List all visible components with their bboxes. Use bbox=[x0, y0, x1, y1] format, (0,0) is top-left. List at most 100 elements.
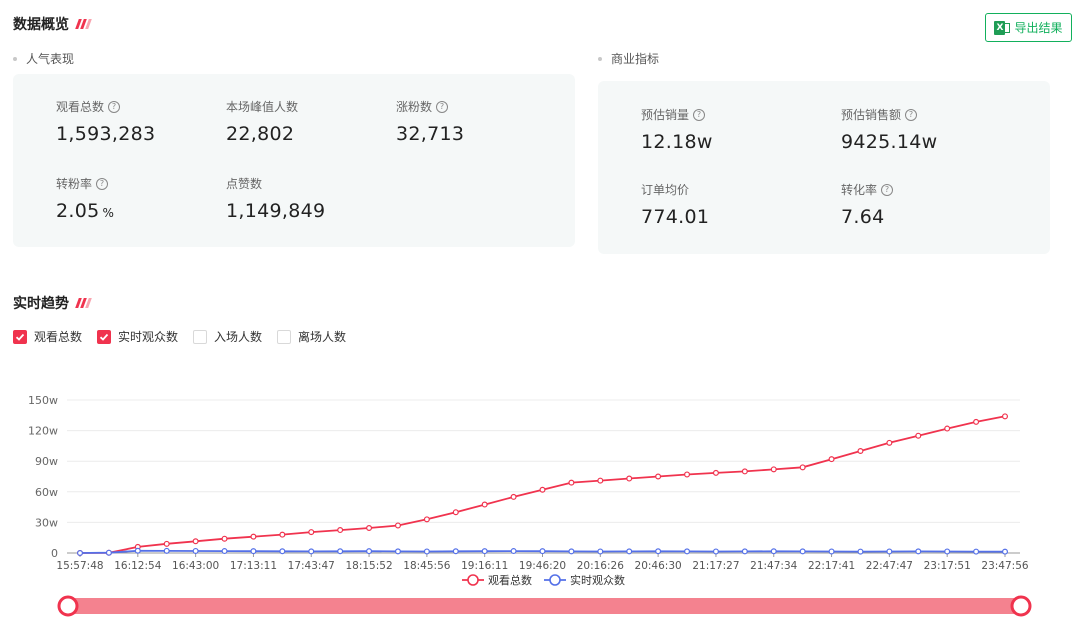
metric-unit: % bbox=[102, 206, 115, 220]
data-point bbox=[770, 466, 777, 473]
x-tick-label: 23:47:56 bbox=[981, 560, 1028, 572]
overview-title-text: 数据概览 bbox=[13, 17, 69, 33]
data-point bbox=[655, 548, 662, 555]
data-point bbox=[568, 548, 575, 555]
data-point bbox=[76, 550, 83, 557]
data-point bbox=[1001, 548, 1008, 555]
metric-value: 7.64 bbox=[841, 206, 885, 228]
data-point bbox=[741, 548, 748, 555]
help-icon[interactable]: ? bbox=[881, 183, 894, 196]
x-tick-label: 21:47:34 bbox=[750, 560, 797, 572]
data-point bbox=[105, 549, 112, 556]
popularity-panel: 观看总数? 1,593,283 本场峰值人数 22,802 涨粉数? 32,71… bbox=[13, 74, 575, 247]
data-point bbox=[510, 493, 517, 500]
trend-chart: 0 30w 60w 90w 120w 150w 15:57:48 16:12:54 16:43:… bbox=[28, 394, 1032, 617]
help-icon[interactable]: ? bbox=[436, 100, 449, 113]
y-tick-label: 150w bbox=[28, 394, 58, 407]
data-point bbox=[337, 527, 344, 534]
data-point bbox=[684, 471, 691, 478]
metric-label: 观看总数 bbox=[56, 100, 105, 114]
checkbox-unchecked-icon[interactable] bbox=[193, 329, 208, 344]
toggle-exits[interactable]: 离场人数 bbox=[277, 328, 346, 345]
data-point bbox=[857, 447, 864, 454]
help-icon[interactable]: ? bbox=[108, 100, 121, 113]
x-tick-label: 19:46:20 bbox=[519, 560, 566, 572]
title-decoration-icon bbox=[75, 19, 92, 29]
metric-value: 2.05 bbox=[56, 200, 100, 222]
zoom-handle-end[interactable] bbox=[1010, 595, 1032, 617]
data-point bbox=[944, 548, 951, 555]
data-point bbox=[973, 548, 980, 555]
y-tick-label: 120w bbox=[28, 425, 58, 438]
title-decoration-icon bbox=[75, 298, 92, 308]
x-tick-label: 18:45:56 bbox=[403, 560, 450, 572]
x-tick-label: 23:17:51 bbox=[924, 560, 971, 572]
popularity-subtitle-text: 人气表现 bbox=[26, 52, 75, 66]
x-tick-label: 22:47:47 bbox=[866, 560, 913, 572]
metric-value: 774.01 bbox=[641, 206, 710, 228]
help-icon[interactable]: ? bbox=[96, 177, 109, 190]
data-point bbox=[481, 548, 488, 555]
popularity-subtitle: 人气表现 bbox=[13, 50, 74, 67]
business-panel: 预估销量? 12.18w 预估销售额? 9425.14w 订单均价 774.01… bbox=[598, 81, 1050, 254]
data-point bbox=[915, 548, 922, 555]
data-point bbox=[308, 548, 315, 555]
data-point bbox=[828, 548, 835, 555]
metric-value: 1,149,849 bbox=[226, 200, 326, 222]
export-button-label: 导出结果 bbox=[1014, 21, 1063, 35]
zoom-handle-start[interactable] bbox=[57, 595, 79, 617]
data-point bbox=[799, 548, 806, 555]
data-point bbox=[250, 548, 257, 555]
export-button[interactable]: X 导出结果 bbox=[985, 13, 1072, 42]
data-point bbox=[539, 548, 546, 555]
metric-est-sales: 预估销量? 12.18w bbox=[641, 106, 713, 153]
series-line bbox=[79, 415, 1006, 554]
x-tick-label: 18:15:52 bbox=[345, 560, 392, 572]
overview-title: 数据概览 bbox=[13, 14, 92, 34]
metric-total-views: 观看总数? 1,593,283 bbox=[56, 98, 155, 145]
help-icon[interactable]: ? bbox=[693, 108, 706, 121]
y-tick-label: 60w bbox=[35, 486, 58, 499]
metric-value: 9425.14w bbox=[841, 131, 938, 153]
data-point bbox=[192, 547, 199, 554]
data-point bbox=[423, 516, 430, 523]
x-tick-label: 16:43:00 bbox=[172, 560, 219, 572]
business-subtitle: 商业指标 bbox=[598, 50, 659, 67]
data-point bbox=[770, 548, 777, 555]
x-tick-label: 20:16:26 bbox=[577, 560, 624, 572]
checkbox-checked-icon[interactable] bbox=[97, 329, 112, 344]
series-toggles: 观看总数 实时观众数 入场人数 离场人数 bbox=[13, 328, 361, 345]
data-point bbox=[886, 439, 893, 446]
data-point bbox=[279, 548, 286, 555]
metric-value: 1,593,283 bbox=[56, 123, 156, 145]
checkbox-unchecked-icon[interactable] bbox=[277, 329, 292, 344]
legend-marker-icon bbox=[467, 574, 479, 586]
toggle-total-views[interactable]: 观看总数 bbox=[13, 328, 82, 345]
business-subtitle-text: 商业指标 bbox=[611, 52, 660, 66]
x-tick-label: 20:46:30 bbox=[635, 560, 682, 572]
toggle-label: 离场人数 bbox=[298, 330, 347, 344]
legend-label: 观看总数 bbox=[488, 573, 532, 587]
help-icon[interactable]: ? bbox=[905, 108, 918, 121]
data-point bbox=[799, 464, 806, 471]
data-point bbox=[481, 501, 488, 508]
metric-label: 点赞数 bbox=[226, 177, 263, 191]
toggle-entries[interactable]: 入场人数 bbox=[193, 328, 262, 345]
data-point bbox=[626, 548, 633, 555]
data-point bbox=[510, 548, 517, 555]
data-point bbox=[279, 531, 286, 538]
data-point bbox=[308, 529, 315, 536]
toggle-live-viewers[interactable]: 实时观众数 bbox=[97, 328, 178, 345]
toggle-label: 观看总数 bbox=[34, 330, 83, 344]
checkbox-checked-icon[interactable] bbox=[13, 329, 27, 344]
legend-marker-icon bbox=[549, 574, 561, 586]
data-point bbox=[221, 548, 228, 555]
data-point bbox=[828, 456, 835, 463]
data-point bbox=[452, 548, 459, 555]
excel-icon: X bbox=[994, 20, 1011, 36]
data-point bbox=[394, 522, 401, 529]
data-point bbox=[915, 432, 922, 439]
metric-label: 本场峰值人数 bbox=[226, 100, 299, 114]
data-point bbox=[712, 548, 719, 555]
metric-label: 预估销售额 bbox=[841, 108, 902, 122]
